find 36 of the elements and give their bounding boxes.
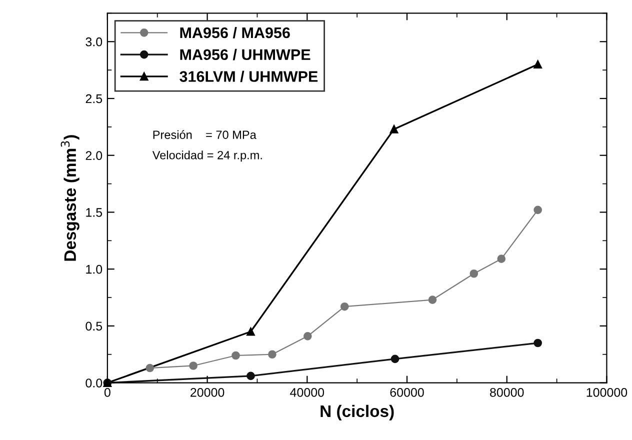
point bbox=[390, 125, 398, 134]
x-axis-title: N (ciclos) bbox=[320, 404, 394, 420]
legend-label: MA956 / UHMWPE bbox=[180, 48, 310, 60]
point bbox=[470, 269, 478, 278]
point bbox=[246, 327, 255, 336]
y-tick-label: 2.5 bbox=[86, 94, 102, 104]
point bbox=[390, 354, 400, 364]
point bbox=[146, 364, 154, 372]
point bbox=[268, 350, 276, 359]
x-tick-label: 20000 bbox=[190, 388, 224, 397]
point bbox=[428, 296, 437, 304]
point bbox=[497, 254, 506, 264]
point bbox=[246, 372, 255, 380]
annotation: Velocidad = 24 r.p.m. bbox=[152, 150, 262, 162]
y-tick-label: 0.0 bbox=[86, 378, 102, 388]
point bbox=[189, 362, 198, 370]
point bbox=[534, 60, 542, 69]
point bbox=[303, 332, 312, 340]
y-axis-title: Desgaste (mm$^{3}$) bbox=[60, 135, 80, 261]
point bbox=[232, 351, 240, 360]
point bbox=[340, 302, 349, 311]
annotation: Presión = 70 MPa bbox=[153, 130, 256, 139]
y-tick-label: 2.0 bbox=[86, 151, 102, 160]
legend-label: 316LVM / UHMWPE bbox=[180, 70, 318, 82]
legend-label: MA956 / MA956 bbox=[180, 26, 290, 38]
y-tick-label: 3.0 bbox=[86, 37, 102, 46]
y-tick-label: 1.5 bbox=[86, 208, 102, 217]
x-tick-label: 80000 bbox=[490, 388, 524, 397]
point bbox=[534, 206, 542, 214]
y-tick-label: 1.0 bbox=[86, 264, 102, 274]
x-tick-label: 40000 bbox=[290, 388, 324, 397]
x-tick-label: 0 bbox=[104, 388, 110, 397]
x-tick-label: 60000 bbox=[390, 388, 424, 397]
point bbox=[534, 338, 542, 348]
x-tick-label: 100000 bbox=[586, 388, 628, 397]
y-tick-label: 0.5 bbox=[86, 322, 102, 331]
